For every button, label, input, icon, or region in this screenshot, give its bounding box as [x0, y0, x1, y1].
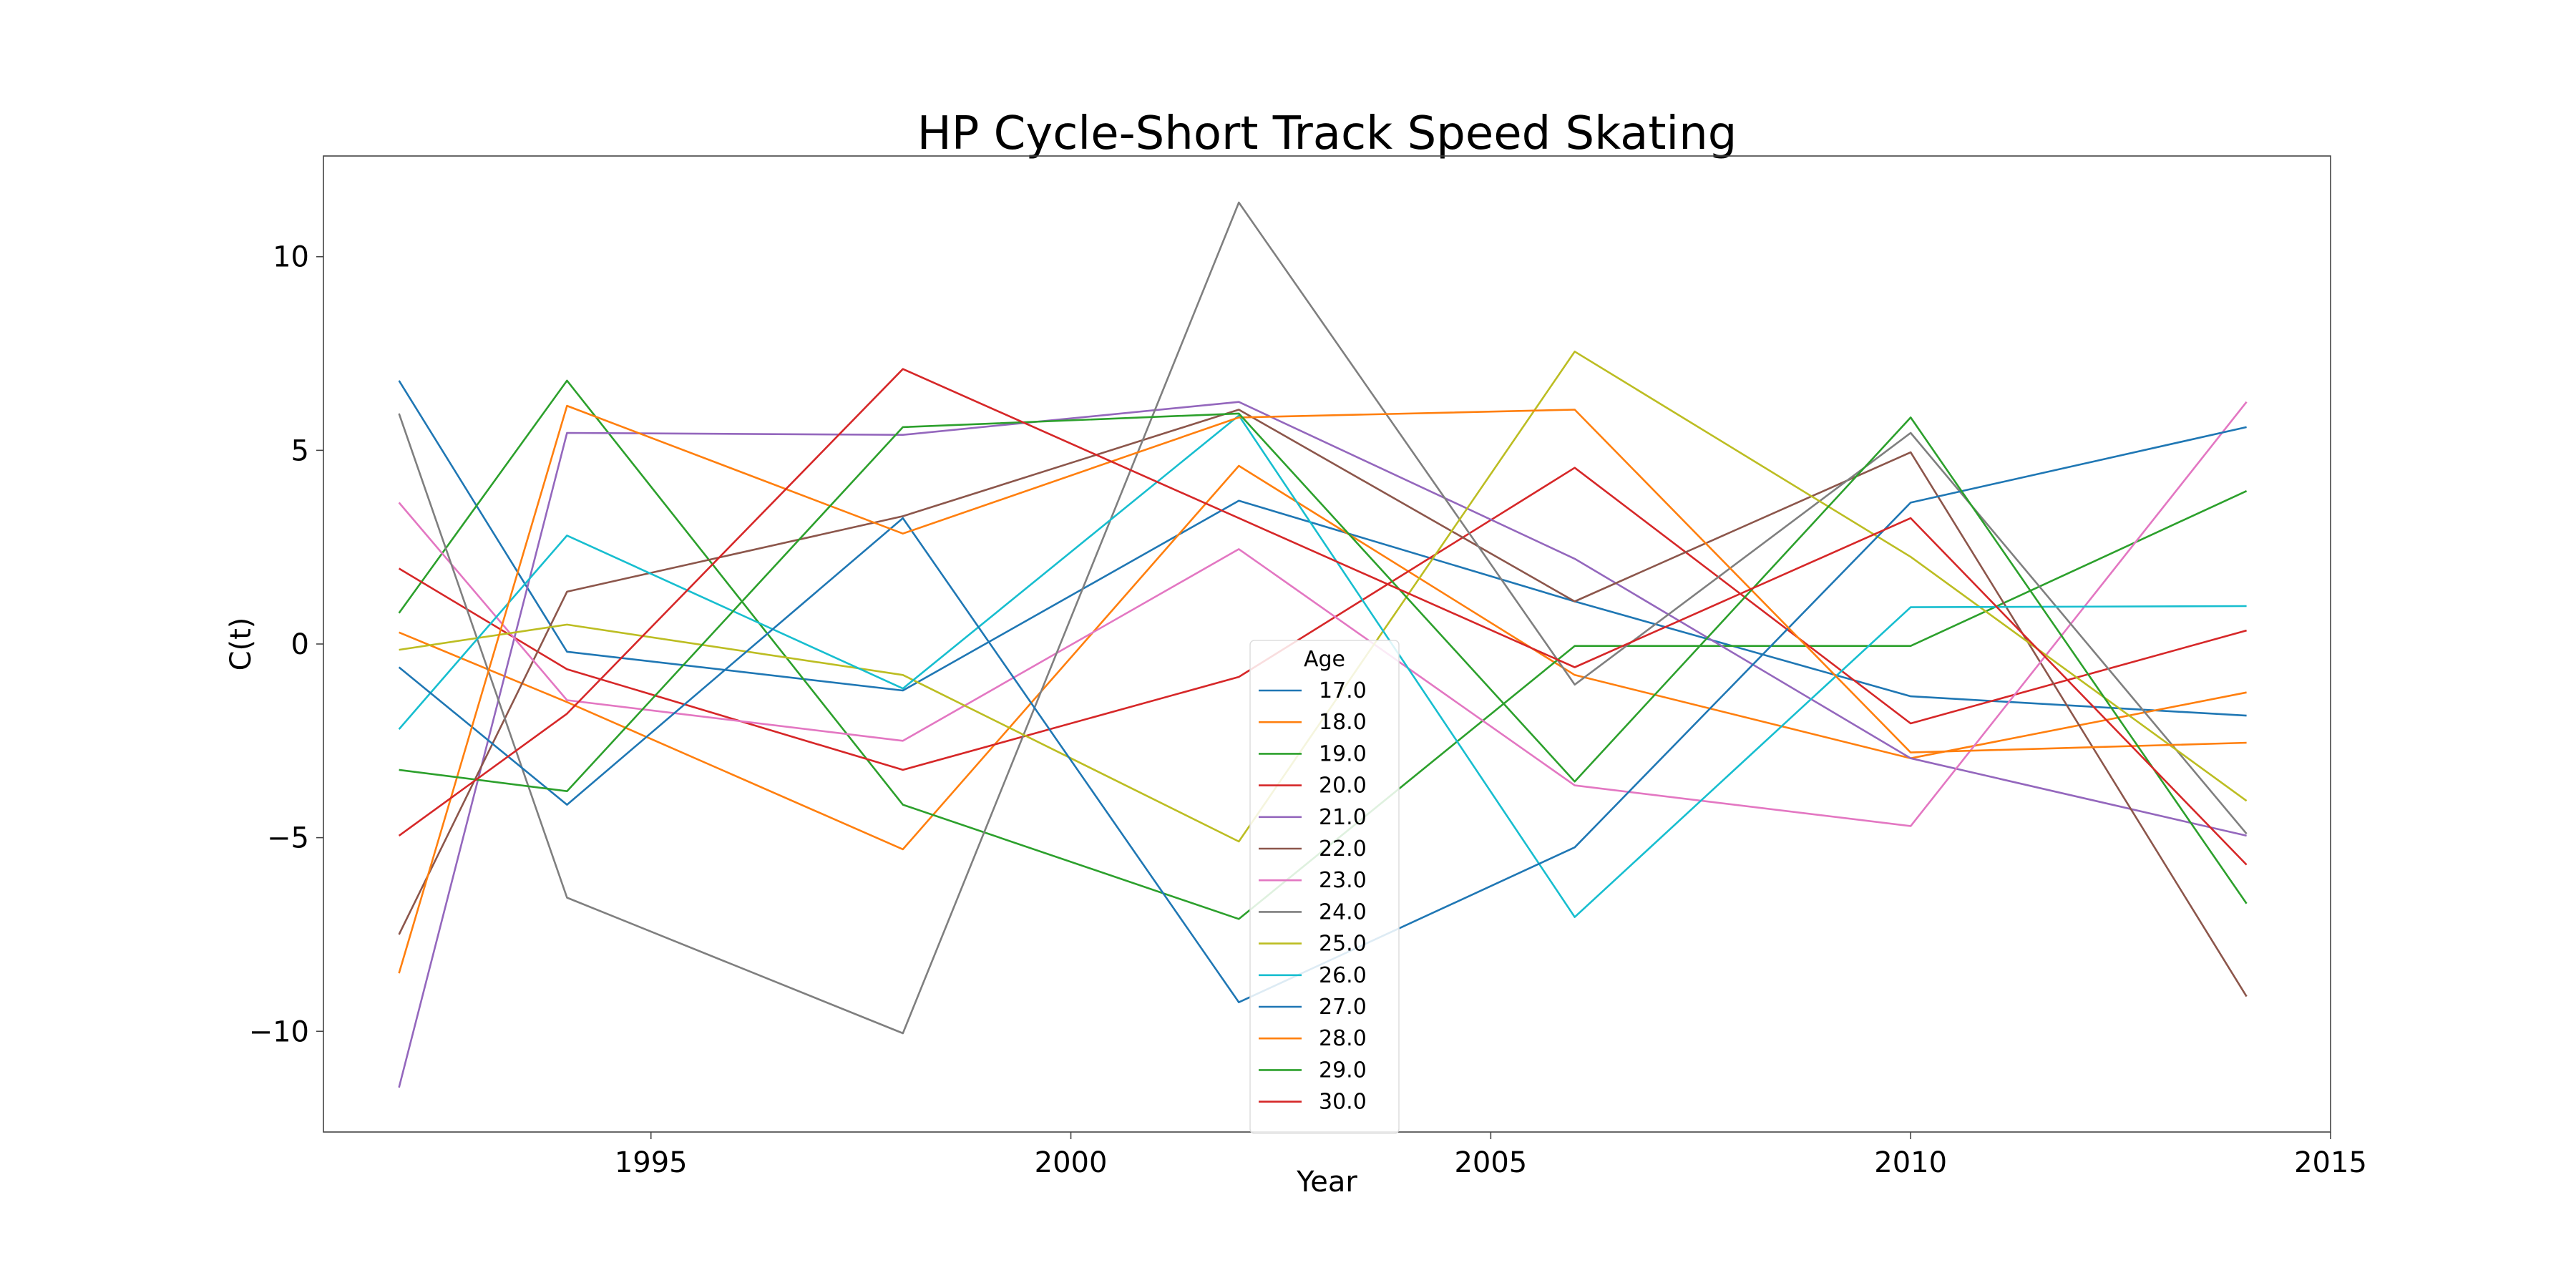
y-tick-label: 10: [273, 241, 309, 274]
legend-label: 23.0: [1319, 868, 1367, 893]
y-tick-label: 5: [291, 434, 309, 467]
series-line-25.0: [399, 350, 2248, 843]
legend-label: 18.0: [1319, 710, 1367, 735]
x-tick-label: 2010: [1874, 1146, 1947, 1179]
x-axis-label: Year: [1296, 1166, 1357, 1199]
x-tick-label: 2005: [1454, 1146, 1527, 1179]
series-line-28.0: [398, 404, 2247, 974]
y-tick-label: 0: [291, 628, 309, 661]
series-line-21.0: [398, 401, 2247, 1088]
legend: Age 17.0 18.0 19.0 20.0 21.0 22.0 23.0 24.0 25.0…: [1249, 640, 1400, 1134]
legend-label: 21.0: [1319, 805, 1367, 830]
series-line-22.0: [398, 409, 2248, 997]
legend-label: 22.0: [1319, 836, 1367, 862]
series-line-24.0: [398, 201, 2248, 1035]
y-tick-label: −5: [267, 822, 309, 855]
legend-label: 28.0: [1319, 1026, 1367, 1051]
x-tick-label: 1995: [615, 1146, 688, 1179]
x-axis: 1995 2000 2005 2010 2015: [615, 1132, 2367, 1179]
legend-items: 17.0 18.0 19.0 20.0 21.0 22.0 23.0 24.0 25.0 26.0…: [1259, 678, 1367, 1115]
x-tick-label: 2000: [1035, 1146, 1108, 1179]
legend-label: 24.0: [1319, 899, 1367, 924]
legend-label: 17.0: [1319, 678, 1367, 703]
y-tick-label: −10: [249, 1015, 309, 1048]
series-line-19.0: [398, 379, 2248, 920]
series-line-27.0: [398, 426, 2247, 1003]
chart-title: HP Cycle-Short Track Speed Skating: [917, 107, 1737, 160]
series-line-23.0: [398, 401, 2248, 827]
series-line-20.0: [398, 467, 2247, 771]
legend-box: [1249, 640, 1400, 1134]
legend-label: 30.0: [1319, 1090, 1367, 1115]
x-tick-label: 2015: [2294, 1146, 2367, 1179]
legend-label: 25.0: [1319, 932, 1367, 957]
legend-label: 26.0: [1319, 963, 1367, 988]
series-line-30.0: [398, 368, 2248, 866]
legend-label: 27.0: [1319, 995, 1367, 1020]
y-axis: −10 −5 0 5 10: [249, 241, 323, 1048]
series-line-26.0: [398, 414, 2247, 918]
legend-label: 20.0: [1319, 774, 1367, 799]
legend-label: 29.0: [1319, 1058, 1367, 1083]
legend-title: Age: [1304, 647, 1345, 672]
plot-area: [398, 201, 2248, 1088]
y-axis-label: C(t): [225, 618, 258, 671]
legend-label: 19.0: [1319, 741, 1367, 766]
series-line-17.0: [398, 380, 2247, 717]
series-line-29.0: [399, 412, 2248, 904]
